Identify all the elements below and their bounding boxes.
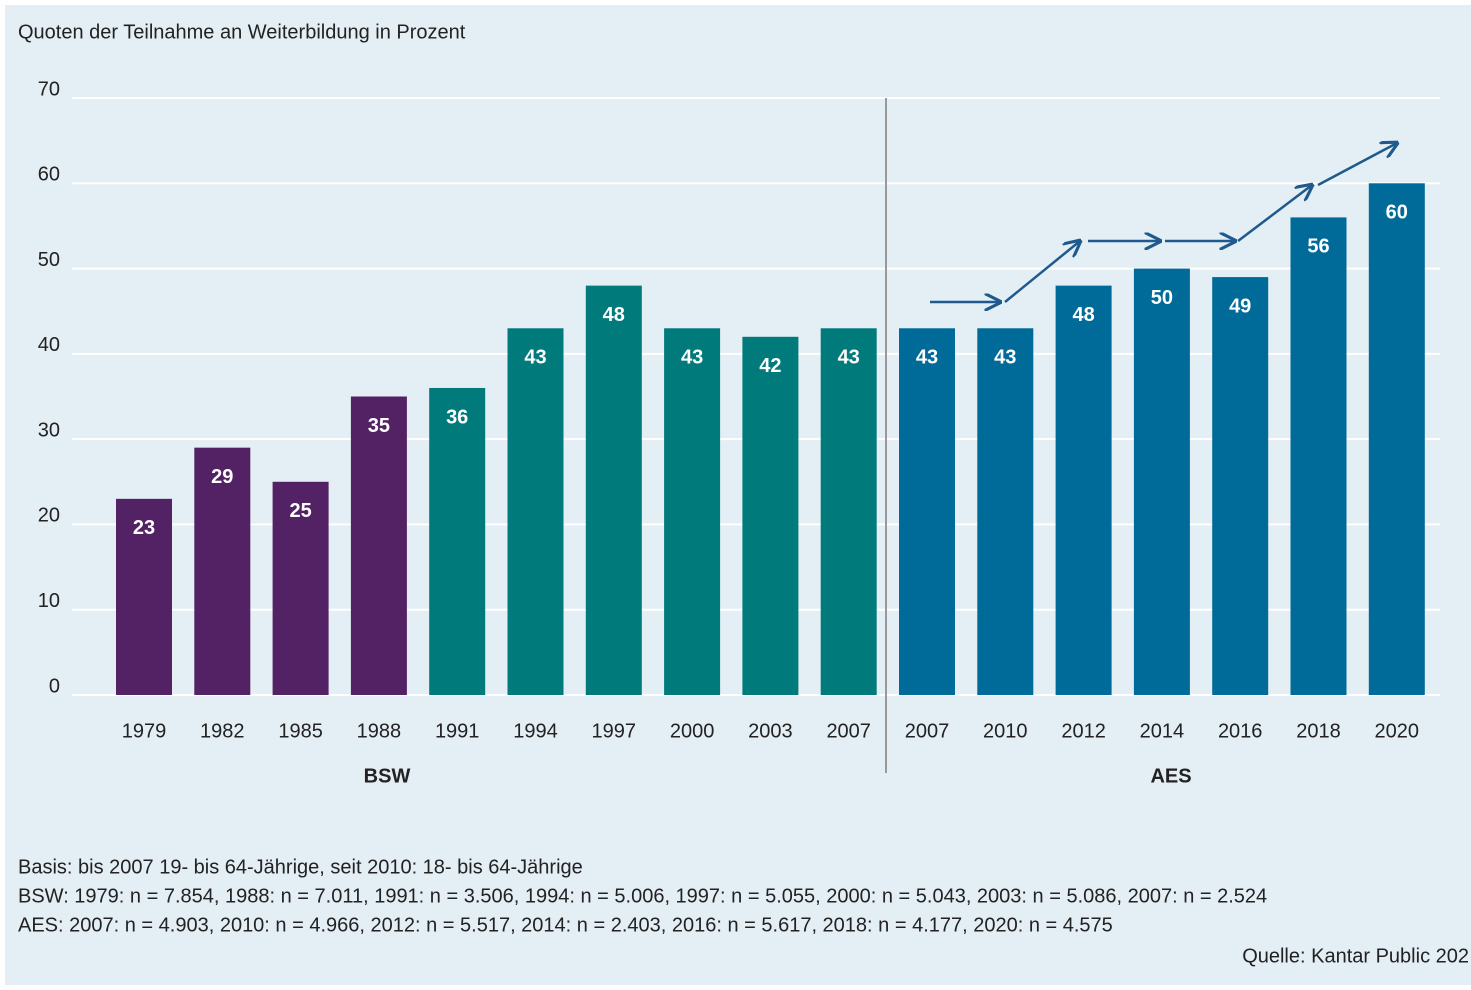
- value-label: 43: [994, 347, 1016, 369]
- bar: [1290, 217, 1347, 695]
- bar: [116, 498, 172, 695]
- footnote: AES: 2007: n = 4.903, 2010: n = 4.966, 2…: [18, 914, 1113, 936]
- y-tick-label: 0: [49, 675, 60, 697]
- x-tick-label: 1997: [592, 720, 637, 742]
- value-label: 29: [211, 466, 233, 488]
- bar: [1133, 268, 1190, 695]
- value-label: 56: [1307, 236, 1329, 258]
- x-tick-label: 2007: [826, 720, 871, 742]
- bar: [664, 328, 721, 695]
- footnote: Basis: bis 2007 19- bis 64-Jährige, seit…: [18, 856, 583, 878]
- x-tick-label: 1988: [357, 720, 402, 742]
- bar: [899, 328, 955, 695]
- x-tick-label: 1991: [435, 720, 480, 742]
- bar: [820, 328, 877, 695]
- value-label: 25: [289, 500, 311, 522]
- y-tick-label: 60: [38, 164, 60, 186]
- source: Quelle: Kantar Public 202: [1242, 945, 1469, 967]
- bar: [1055, 285, 1112, 695]
- y-tick-label: 50: [38, 249, 60, 271]
- value-label: 43: [838, 347, 860, 369]
- x-tick-label: 2020: [1375, 720, 1420, 742]
- value-label: 60: [1386, 202, 1408, 224]
- bar: [742, 336, 799, 695]
- bar: [350, 396, 407, 695]
- bar: [194, 447, 251, 695]
- value-label: 48: [603, 304, 625, 326]
- trend-arrows: [930, 143, 1397, 302]
- group-label: AES: [1150, 765, 1191, 787]
- x-tick-label: 2007: [905, 720, 950, 742]
- x-tick-label: 1982: [200, 720, 245, 742]
- chart-title: Quoten der Teilnahme an Weiterbildung in…: [18, 21, 466, 43]
- value-label: 43: [681, 347, 703, 369]
- value-label: 49: [1229, 295, 1251, 317]
- value-label: 35: [368, 415, 390, 437]
- x-tick-label: 2003: [748, 720, 793, 742]
- y-tick-label: 10: [38, 590, 60, 612]
- bar: [429, 387, 486, 695]
- bar: [272, 481, 329, 695]
- value-label: 48: [1072, 304, 1094, 326]
- value-label: 43: [524, 347, 546, 369]
- y-tick-label: 30: [38, 419, 60, 441]
- y-tick-label: 40: [38, 334, 60, 356]
- bar: [585, 285, 642, 695]
- x-tick-label: 2014: [1140, 720, 1185, 742]
- x-tick-label: 2016: [1218, 720, 1263, 742]
- bar: [507, 328, 564, 695]
- bar: [977, 328, 1034, 695]
- x-tick-label: 2012: [1061, 720, 1106, 742]
- footnote: BSW: 1979: n = 7.854, 1988: n = 7.011, 1…: [18, 885, 1267, 907]
- bar: [1212, 277, 1269, 695]
- y-tick-label: 20: [38, 505, 60, 527]
- bar: [1368, 183, 1425, 696]
- value-label: 36: [446, 406, 468, 428]
- value-label: 50: [1151, 287, 1173, 309]
- value-label: 43: [916, 347, 938, 369]
- x-tick-label: 1979: [122, 720, 167, 742]
- value-label: 23: [133, 517, 155, 539]
- x-tick-label: 2010: [983, 720, 1028, 742]
- x-tick-label: 2000: [670, 720, 715, 742]
- value-label: 42: [759, 355, 781, 377]
- x-tick-label: 2018: [1296, 720, 1341, 742]
- x-tick-label: 1985: [278, 720, 323, 742]
- x-tick-label: 1994: [513, 720, 558, 742]
- group-label: BSW: [364, 765, 411, 787]
- y-tick-label: 70: [38, 78, 60, 100]
